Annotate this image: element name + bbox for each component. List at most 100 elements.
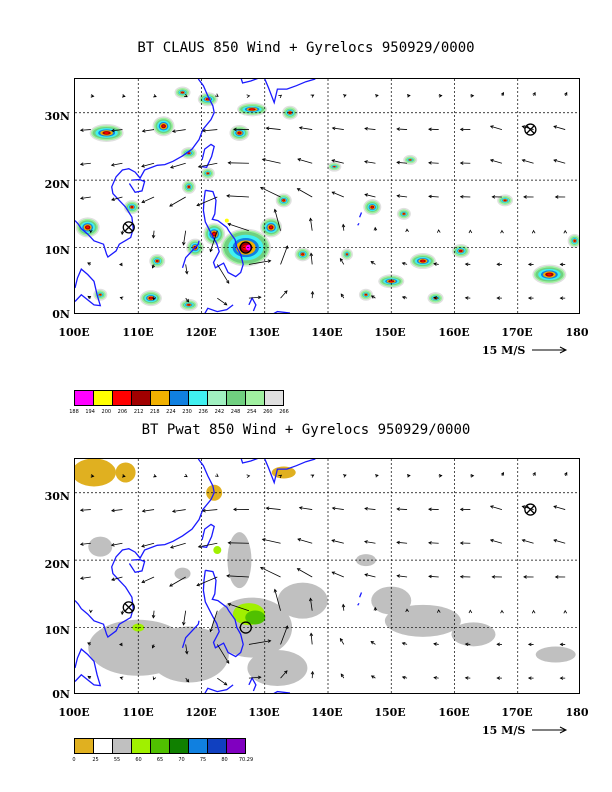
- wind-vector: [500, 91, 505, 97]
- colorbar-swatch: [131, 738, 151, 754]
- wind-vector: [531, 609, 536, 614]
- colorbar-tick-label: 254: [246, 409, 257, 415]
- wind-vector: [280, 245, 289, 265]
- wind-vector: [364, 573, 376, 578]
- wind-vector: [464, 262, 471, 267]
- wind-vector: [553, 159, 566, 164]
- wind-vector: [170, 542, 186, 549]
- wind-vector: [331, 506, 344, 511]
- wind-vector: [215, 473, 219, 477]
- wind-vector: [151, 230, 156, 239]
- wind-vector: [227, 161, 249, 165]
- cloud-region: [131, 206, 133, 208]
- wind-vector: [246, 474, 251, 478]
- wind-vector: [87, 642, 91, 646]
- colorbar-swatch: [169, 738, 189, 754]
- wind-vector: [396, 127, 408, 131]
- p1-xlabel-150e: 150E: [374, 326, 406, 339]
- pwat-region: [115, 462, 136, 483]
- wind-vector: [401, 675, 408, 680]
- wind-vector: [496, 262, 502, 267]
- wind-vector: [226, 574, 249, 578]
- wind-vector: [491, 575, 502, 579]
- wind-vector: [496, 296, 502, 300]
- wind-vector: [87, 675, 92, 680]
- colorbar-tick-label: 188: [69, 409, 79, 415]
- wind-vector: [209, 230, 218, 253]
- cloud-region: [86, 226, 89, 229]
- coastline: [201, 523, 215, 549]
- wind-vector: [553, 505, 566, 510]
- wind-vector: [564, 471, 568, 477]
- wind-vector: [341, 603, 346, 611]
- p2-xlabel-120e: 120E: [185, 706, 217, 719]
- p1-xlabel-160e: 160E: [438, 326, 470, 339]
- cloud-region: [459, 250, 462, 252]
- cloud-region: [250, 108, 254, 110]
- colorbar-swatch: [188, 738, 208, 754]
- cloud-region: [206, 98, 209, 100]
- coastline: [75, 459, 215, 638]
- wind-vector: [261, 538, 281, 544]
- colorbar-tick-label: 206: [117, 409, 128, 415]
- coastline: [128, 178, 146, 194]
- p1-xlabel-170e: 170E: [501, 326, 533, 339]
- wind-vector: [433, 676, 439, 680]
- wind-vector: [564, 91, 568, 97]
- wind-vector: [169, 576, 186, 587]
- wind-vector: [89, 229, 93, 234]
- cloud-region: [187, 304, 190, 306]
- wind-vector: [396, 160, 408, 165]
- wind-vector: [436, 609, 441, 613]
- wind-vector: [265, 506, 281, 511]
- p2-xlabel-110e: 110E: [122, 706, 154, 719]
- wind-vector: [184, 264, 189, 275]
- wind-vector: [209, 610, 218, 633]
- wind-vector: [496, 676, 502, 680]
- pwat-region: [247, 650, 308, 687]
- wind-vector: [171, 509, 186, 513]
- wind-vector: [396, 507, 408, 511]
- wind-vector: [459, 541, 471, 545]
- colorbar-swatch: [188, 390, 208, 406]
- wind-vector: [216, 644, 230, 664]
- pwat-region: [384, 604, 461, 637]
- wind-vector: [111, 508, 123, 513]
- wind-vector: [227, 602, 250, 612]
- wind-vector: [151, 610, 156, 619]
- wind-vector: [152, 296, 157, 301]
- wind-vector: [496, 642, 502, 647]
- wind-vector: [500, 471, 505, 477]
- wind-vector: [341, 223, 346, 231]
- cloud-region: [149, 297, 153, 299]
- wind-vector: [331, 539, 344, 544]
- wind-vector: [119, 676, 124, 680]
- wind-vector: [217, 297, 228, 306]
- wind-vector: [521, 158, 534, 164]
- wind-vector: [438, 94, 443, 98]
- cloud-region: [104, 132, 109, 134]
- wind-vector: [364, 506, 376, 511]
- wind-vector: [141, 162, 155, 168]
- wind-vector: [559, 262, 566, 267]
- wind-vector: [196, 196, 218, 207]
- cloud-region: [389, 280, 393, 282]
- gyre-location-marker: [239, 241, 252, 254]
- cloud-region: [346, 253, 348, 255]
- pwat-region: [451, 622, 496, 647]
- wind-vector: [527, 296, 534, 300]
- wind-vector: [278, 94, 283, 99]
- p1-xlabel-130e: 130E: [248, 326, 280, 339]
- wind-vector: [370, 641, 376, 645]
- wind-vector: [120, 230, 125, 236]
- panel2-map: [74, 458, 580, 694]
- wind-vector: [532, 471, 536, 477]
- wind-vector: [141, 576, 155, 584]
- wind-vector: [152, 676, 157, 681]
- wind-vector: [121, 94, 126, 98]
- p1-ylabel-0n: 0N: [52, 308, 70, 321]
- coastline: [204, 684, 234, 693]
- coastline: [181, 620, 200, 648]
- wind-vector: [370, 675, 376, 679]
- wind-vector: [532, 91, 536, 97]
